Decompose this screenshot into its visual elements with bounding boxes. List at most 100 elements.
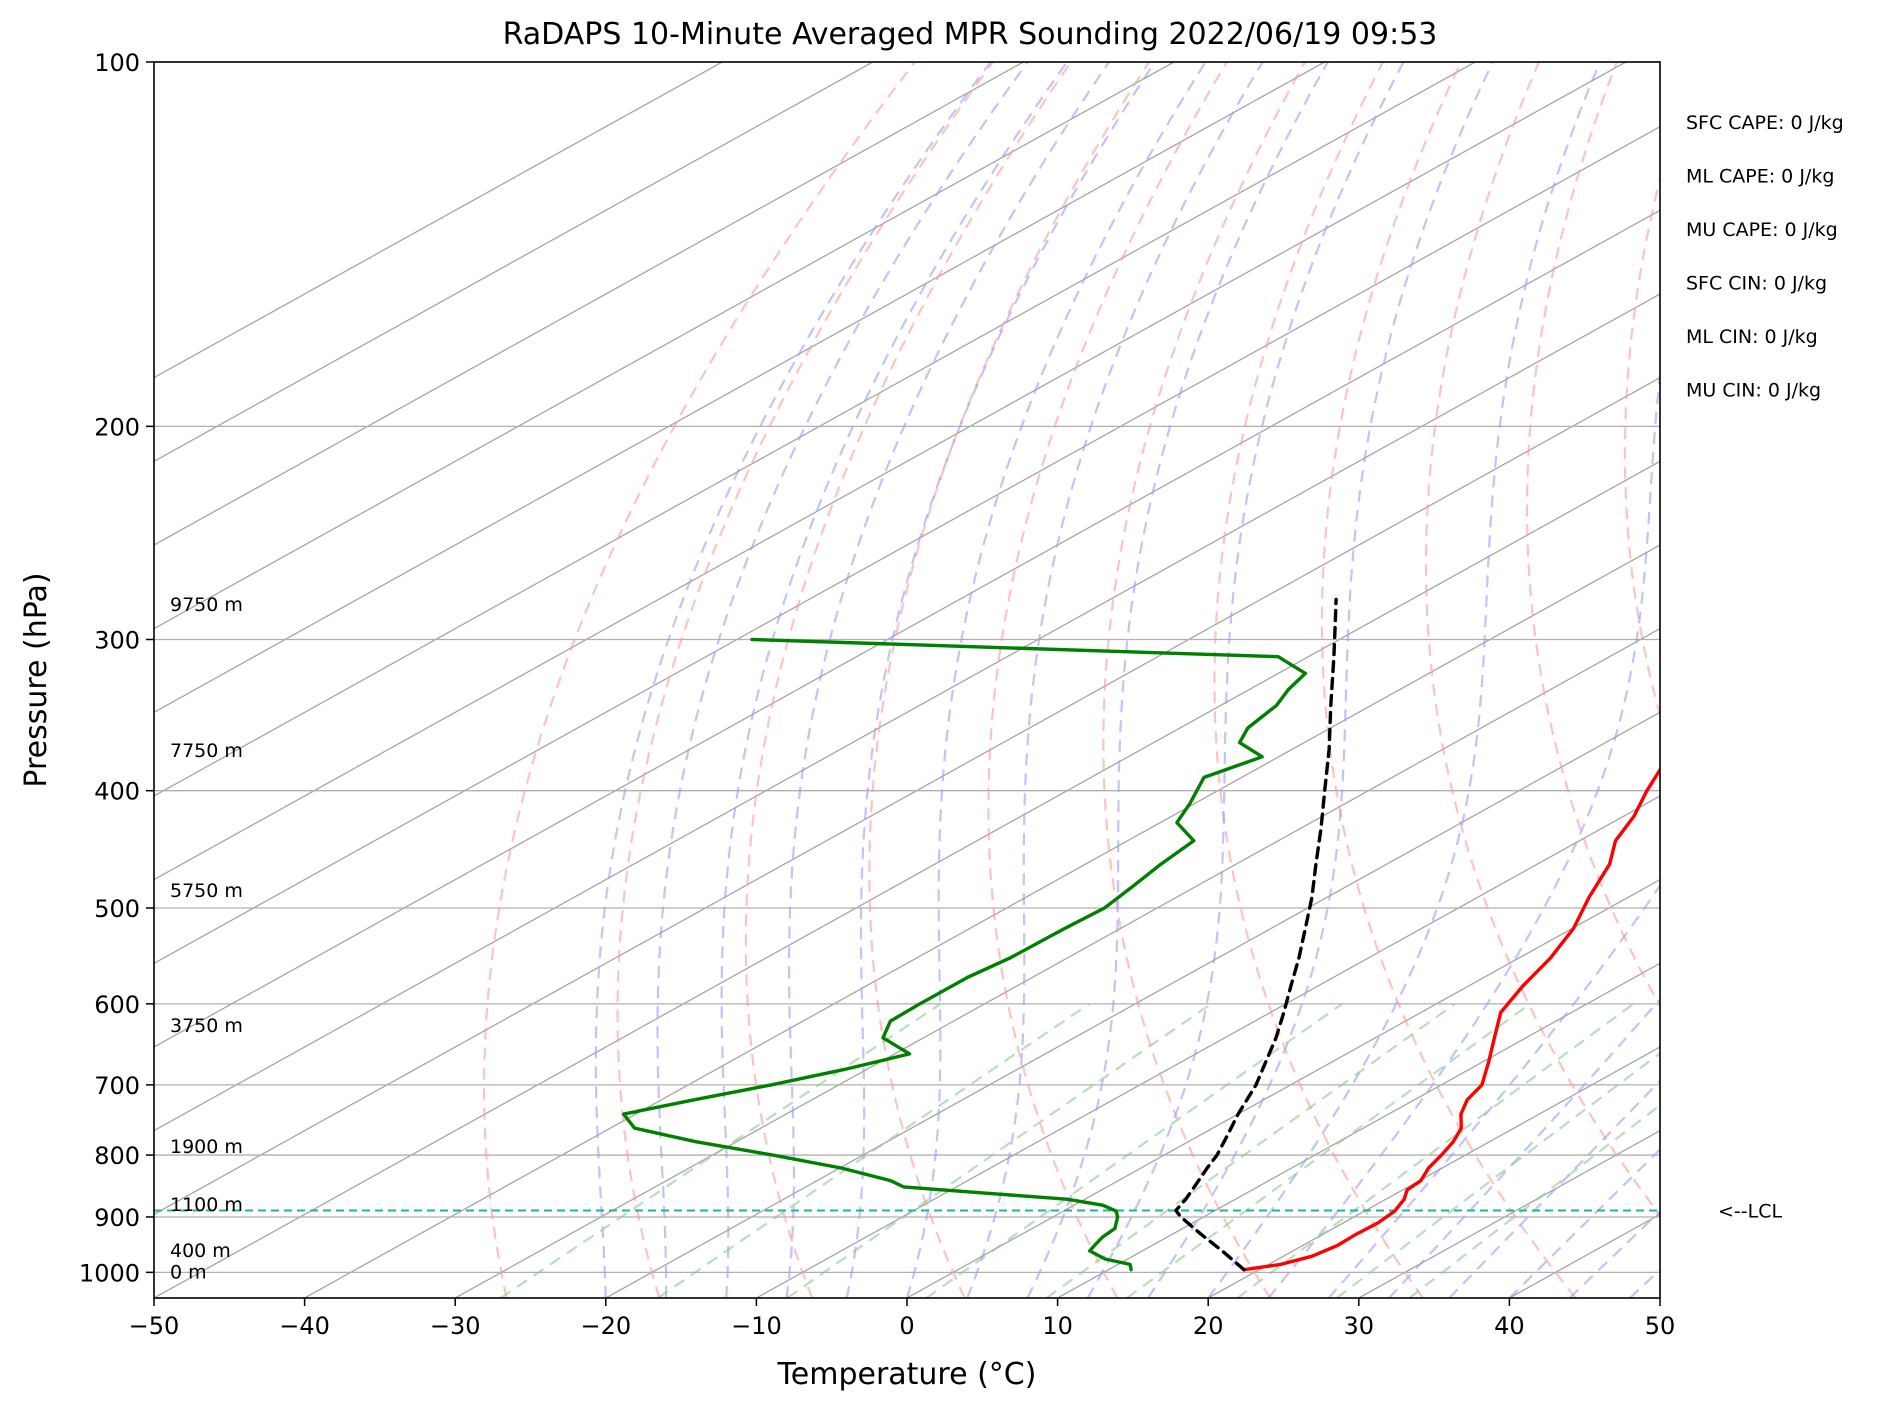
stability-index-label: SFC CIN: 0 J/kg (1686, 273, 1827, 295)
isotherm-line (154, 293, 1660, 1132)
mixing-ratio-line (925, 1002, 1343, 1298)
lcl-label: <--LCL (1718, 1201, 1782, 1223)
y-tick-label: 700 (94, 1072, 140, 1100)
isotherm-line (154, 62, 1024, 546)
moist-adiabat-line (785, 62, 1110, 1298)
parcel-profile-line (1174, 597, 1338, 1272)
height-label: 7750 m (170, 740, 243, 762)
moist-adiabat-line (594, 62, 992, 1298)
height-label: 0 m (170, 1261, 207, 1283)
x-tick-label: −10 (731, 1312, 782, 1340)
height-labels: 9750 m 7750 m 5750 m 3750 m 1900 m 1100 m 400 … (170, 594, 243, 1283)
dry-adiabat-line (616, 62, 994, 1298)
height-label: 9750 m (170, 594, 243, 616)
stability-index-label: SFC CAPE: 0 J/kg (1686, 112, 1844, 134)
sounding-profiles (621, 597, 1660, 1272)
dry-adiabat-line (987, 62, 1228, 1298)
dry-adiabat-line (483, 62, 916, 1298)
x-tick-label: 20 (1193, 1312, 1224, 1340)
x-axis-ticks: −50 −40 −30 −20 −10 0 10 20 30 40 50 (129, 1298, 1676, 1340)
height-label: 3750 m (170, 1015, 243, 1037)
mixing-ratio-line (1045, 1002, 1456, 1298)
y-tick-label: 400 (94, 778, 140, 806)
y-tick-label: 300 (94, 626, 140, 654)
x-tick-label: −30 (430, 1312, 481, 1340)
x-tick-label: 50 (1645, 1312, 1676, 1340)
dry-adiabat-line (1320, 62, 1577, 1298)
stability-indices: SFC CAPE: 0 J/kg ML CAPE: 0 J/kg MU CAPE: … (1686, 112, 1844, 402)
moist-adiabat-line (966, 62, 1264, 1298)
x-tick-label: 40 (1494, 1312, 1525, 1340)
isotherm-line (154, 62, 723, 379)
isotherm-line (906, 878, 1660, 1298)
dewpoint-profile-line (621, 637, 1308, 1272)
mixing-ratio-line (499, 1002, 942, 1298)
isotherm-line (154, 62, 1627, 881)
moist-adiabat-lines (594, 62, 1660, 1298)
isotherm-line (154, 62, 874, 463)
x-tick-label: 30 (1344, 1312, 1375, 1340)
mixing-ratio-line (786, 1002, 1212, 1298)
temperature-profile-line (1242, 766, 1660, 1272)
moist-adiabat-line (656, 62, 1029, 1298)
y-tick-label: 100 (94, 49, 140, 77)
mixing-ratio-line (1408, 1104, 1660, 1298)
mixing-ratio-line (1126, 1002, 1531, 1298)
x-tick-label: 0 (899, 1312, 914, 1340)
stability-index-label: MU CAPE: 0 J/kg (1686, 219, 1838, 241)
y-tick-label: 600 (94, 991, 140, 1019)
isotherm-line (154, 62, 1175, 630)
isotherm-line (756, 795, 1660, 1298)
moist-adiabat-line (1026, 62, 1329, 1298)
dry-adiabat-line (868, 62, 1150, 1298)
moist-adiabat-line (1207, 62, 1602, 1298)
dry-adiabat-line (1213, 62, 1424, 1298)
height-label: 400 m (170, 1240, 231, 1262)
y-tick-label: 1000 (79, 1259, 140, 1287)
mixing-ratio-lines (499, 1002, 1660, 1298)
y-tick-label: 500 (94, 895, 140, 923)
moist-adiabat-line (720, 62, 1068, 1298)
isotherm-line (154, 460, 1660, 1298)
mixing-ratio-line (657, 1002, 1090, 1298)
height-label: 1100 m (170, 1194, 243, 1216)
pressure-grid-lines (154, 62, 1660, 1274)
isotherm-line (304, 544, 1660, 1298)
x-tick-label: −20 (580, 1312, 631, 1340)
isotherm-line (154, 125, 1660, 965)
dry-adiabat-line (1102, 62, 1306, 1298)
height-label: 1900 m (170, 1136, 243, 1158)
x-axis-title: Temperature (°C) (777, 1357, 1037, 1392)
isotherm-line (154, 209, 1660, 1048)
stability-index-label: ML CAPE: 0 J/kg (1686, 166, 1834, 188)
plot-area (154, 62, 1660, 1298)
x-tick-label: 10 (1042, 1312, 1073, 1340)
x-tick-label: −50 (129, 1312, 180, 1340)
moist-adiabat-line (905, 62, 1207, 1298)
moist-adiabat-line (1086, 62, 1405, 1298)
chart-title: RaDAPS 10-Minute Averaged MPR Sounding 2… (503, 17, 1438, 52)
isotherm-line (154, 376, 1660, 1216)
y-tick-label: 800 (94, 1142, 140, 1170)
x-tick-label: −40 (279, 1312, 330, 1340)
y-axis-title: Pressure (hPa) (19, 572, 54, 787)
isotherm-line (154, 62, 1325, 714)
mixing-ratio-line (1336, 1051, 1660, 1298)
moist-adiabat-line (1267, 364, 1660, 1298)
isotherm-line (454, 627, 1660, 1298)
moist-adiabat-line (1508, 1147, 1660, 1298)
moist-adiabat-line (845, 62, 1156, 1298)
moist-adiabat-line (1147, 62, 1494, 1298)
stability-index-label: MU CIN: 0 J/kg (1686, 380, 1821, 402)
dry-adiabat-line (744, 62, 1072, 1298)
y-tick-label: 900 (94, 1204, 140, 1232)
y-tick-label: 200 (94, 413, 140, 441)
mixing-ratio-line (1236, 1002, 1635, 1298)
y-axis-ticks: 100 200 300 400 500 600 700 800 900 1000 (79, 49, 154, 1287)
stability-index-label: ML CIN: 0 J/kg (1686, 326, 1818, 348)
isotherm-line (605, 711, 1660, 1298)
moist-adiabat-line (1327, 883, 1660, 1298)
isotherm-line (154, 62, 1476, 797)
